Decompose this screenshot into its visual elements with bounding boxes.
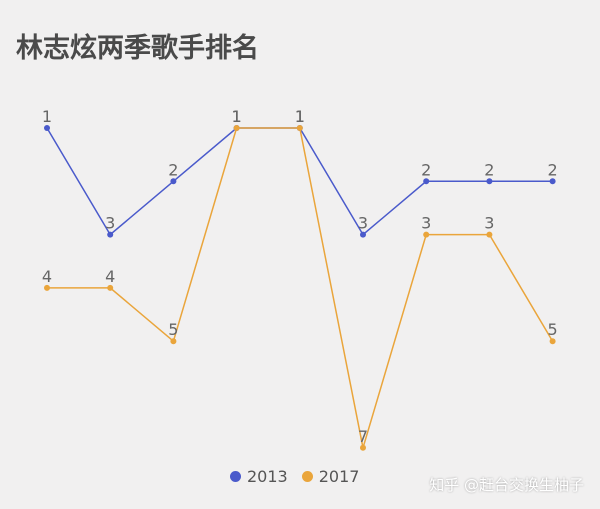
data-label-2013-2: 3 xyxy=(105,214,115,233)
data-label-2017-5: 1 xyxy=(295,107,305,126)
data-point-2013-8[interactable] xyxy=(486,178,493,185)
data-label-2017-2: 4 xyxy=(105,267,115,286)
watermark: 知乎 @赶台交换生柚子 xyxy=(429,476,584,494)
data-label-2013-4: 1 xyxy=(232,107,242,126)
legend-label-2013: 2013 xyxy=(247,467,288,486)
data-label-2013-8: 2 xyxy=(484,160,494,179)
legend: 2013 2017 xyxy=(230,467,359,486)
data-label-2013-5: 1 xyxy=(295,107,305,126)
data-point-2017-6[interactable] xyxy=(360,444,366,451)
data-point-2017-3[interactable] xyxy=(170,338,177,345)
data-point-2017-8[interactable] xyxy=(486,231,493,238)
data-label-2013-3: 2 xyxy=(168,160,178,179)
data-label-2017-3: 5 xyxy=(168,320,178,339)
data-point-2017-4[interactable] xyxy=(233,125,240,131)
legend-label-2017: 2017 xyxy=(318,467,360,486)
legend-swatch-2013 xyxy=(230,471,241,482)
data-label-2017-8: 3 xyxy=(484,214,494,233)
data-point-2013-3[interactable] xyxy=(170,178,177,185)
chart-title: 林志炫两季歌手排名 xyxy=(16,33,259,64)
legend-swatch-2017 xyxy=(301,471,313,482)
data-label-2017-6: 7 xyxy=(358,427,368,446)
data-label-2013-9: 2 xyxy=(548,160,558,179)
series-line-2013 xyxy=(46,127,553,236)
data-point-2017-9[interactable] xyxy=(549,338,556,345)
data-point-2017-7[interactable] xyxy=(423,231,430,238)
legend-item-2013[interactable]: 2013 xyxy=(230,467,288,486)
data-label-2013-6: 3 xyxy=(358,214,368,233)
data-point-2017-2[interactable] xyxy=(107,284,114,291)
data-point-2013-9[interactable] xyxy=(549,178,556,185)
data-point-2017-5[interactable] xyxy=(296,125,303,131)
data-label-2017-4: 1 xyxy=(232,107,242,126)
data-label-2017-9: 5 xyxy=(548,320,558,339)
legend-item-2017[interactable]: 2017 xyxy=(301,467,360,486)
data-label-2017-7: 3 xyxy=(421,214,431,233)
series-line-2017 xyxy=(47,127,554,449)
data-point-2013-1[interactable] xyxy=(44,125,50,131)
data-point-2013-2[interactable] xyxy=(107,231,114,238)
data-label-2013-1: 1 xyxy=(42,107,52,126)
data-label-2017-1: 4 xyxy=(42,267,52,286)
data-point-2017-1[interactable] xyxy=(44,284,50,291)
data-label-2013-7: 2 xyxy=(421,160,431,179)
data-point-2013-6[interactable] xyxy=(360,231,366,238)
data-point-2013-7[interactable] xyxy=(423,178,430,185)
